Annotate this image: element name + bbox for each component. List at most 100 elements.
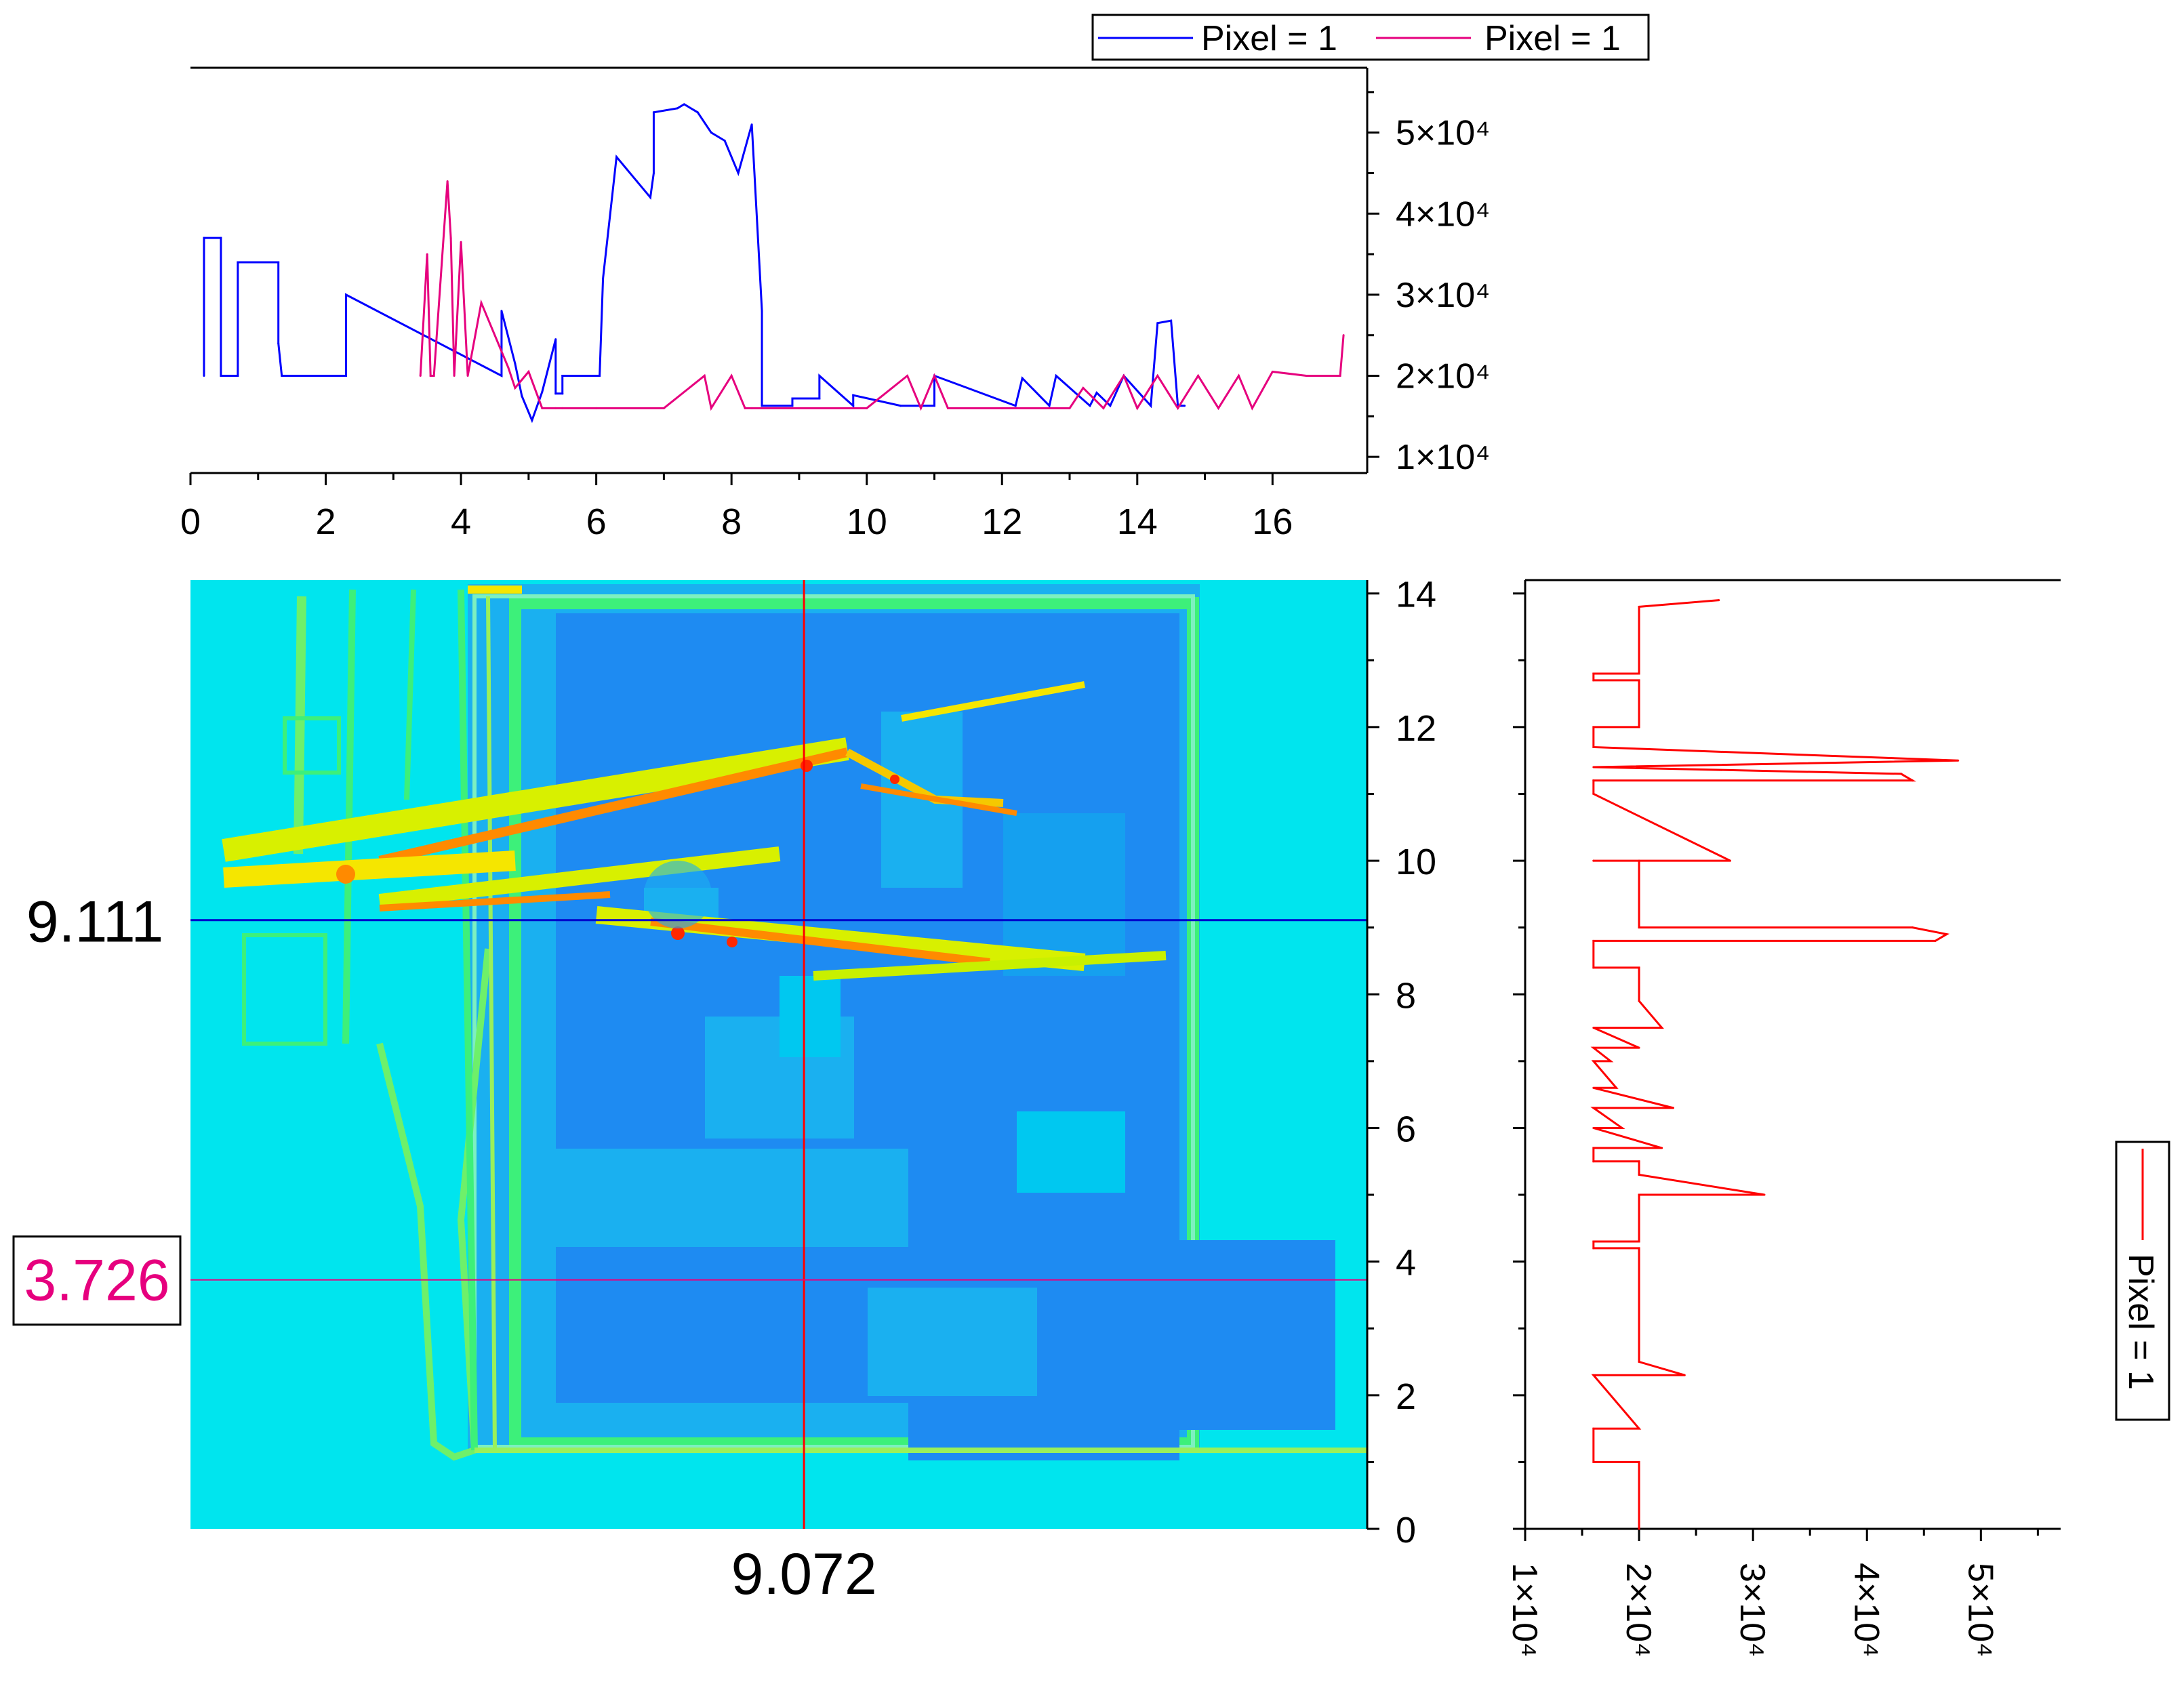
map-beam-1 [222, 737, 849, 862]
right-series-point [1592, 779, 1595, 782]
top-series-point [683, 103, 685, 106]
top-series-point [446, 180, 449, 182]
right-series-point [1638, 1361, 1640, 1363]
top-series-point [1150, 405, 1152, 407]
right-series-point [1592, 1460, 1595, 1463]
top-series-point [1177, 407, 1179, 409]
map-beam-3 [378, 846, 781, 909]
top-x-tick-label: 4 [451, 501, 471, 542]
top-series-point [466, 374, 469, 377]
right-series-point [1592, 1126, 1595, 1129]
map-y-tick-label: 4 [1396, 1243, 1416, 1284]
right-series-point [1683, 1374, 1686, 1376]
top-series-point [521, 394, 523, 397]
map-hotspot-3 [801, 760, 813, 772]
top-series-point [696, 111, 699, 114]
right-series-point [1621, 1126, 1623, 1129]
top-series-point [1237, 374, 1240, 377]
right-series-point [1638, 1527, 1640, 1530]
top-series-point [1271, 371, 1274, 373]
right-series-point [1592, 679, 1595, 682]
map-left-rail [458, 589, 478, 1451]
top-legend-label-magenta: Pixel = 1 [1484, 19, 1621, 58]
top-series-point [514, 363, 517, 365]
right-series-point [1592, 1086, 1595, 1089]
top-series-point [710, 407, 712, 409]
top-x-tick-label: 12 [982, 501, 1022, 542]
top-series-line-blue [203, 103, 1185, 424]
top-series-point [419, 374, 422, 377]
top-legend-label-blue: Pixel = 1 [1201, 19, 1337, 58]
map-beam-2 [223, 850, 516, 888]
top-series-point [281, 374, 283, 377]
right-series-point [1661, 1147, 1663, 1149]
top-x-tick-label: 10 [847, 501, 887, 542]
top-series-point [1123, 374, 1125, 377]
map-y-tick-label: 0 [1396, 1510, 1416, 1551]
top-series-point [1014, 405, 1017, 407]
top-series-point [507, 367, 510, 369]
map-patch-6 [780, 976, 841, 1057]
top-series-point [1048, 405, 1051, 407]
map-interior-dark-c [556, 1247, 908, 1403]
right-series-point [1638, 726, 1640, 729]
map-beam-8 [860, 783, 1017, 816]
top-series-point [1082, 386, 1085, 389]
map-y-tick-label: 14 [1396, 575, 1436, 615]
right-series-point [1638, 926, 1640, 929]
right-series-point [1609, 1060, 1612, 1063]
map-patch-4 [868, 1288, 1037, 1396]
map-hotspot-5 [336, 865, 355, 884]
top-series-point [1197, 374, 1200, 377]
right-series-point [1911, 926, 1914, 929]
right-series-line [1590, 599, 1958, 1529]
top-series-point [1095, 392, 1098, 394]
top-series-point [426, 253, 428, 255]
top-panel-series [203, 103, 1345, 424]
top-y-tick-label: 1×10⁴ [1396, 438, 1490, 477]
right-series-point [1763, 1193, 1766, 1196]
top-series-point [615, 156, 618, 159]
top-series-point [730, 374, 733, 377]
map-patch-8 [556, 1166, 908, 1240]
right-series-point [1729, 859, 1732, 862]
top-series-point [1136, 407, 1139, 409]
map-beam-4-core [650, 918, 990, 966]
top-series-point [1156, 374, 1159, 377]
top-series-point [791, 405, 794, 407]
map-interior-dark-d [1179, 1240, 1335, 1430]
top-series-point [344, 374, 347, 377]
top-series-point [818, 397, 821, 400]
right-series-point [1638, 1460, 1640, 1463]
right-legend: Pixel = 1 [2115, 1141, 2170, 1421]
top-series-point [527, 371, 530, 373]
top-series-point [453, 374, 456, 377]
map-left-box-2 [283, 716, 341, 775]
top-series-point [933, 374, 935, 377]
top-series-point [1156, 322, 1159, 325]
right-series-point [1638, 1193, 1640, 1196]
top-series-point [561, 392, 564, 395]
right-series-point [1934, 939, 1937, 942]
top-series-point [602, 277, 605, 280]
map-hotspot-1 [671, 926, 685, 940]
map-y-tick-label: 8 [1396, 975, 1416, 1016]
top-series-point [1251, 407, 1253, 409]
right-series-point [1592, 766, 1595, 768]
right-panel-series [1590, 599, 1960, 1530]
map-beam-3-core [379, 891, 611, 911]
right-series-point [1957, 759, 1960, 762]
top-series-point [237, 374, 239, 377]
top-series-point [220, 374, 222, 377]
map-left-pole-1 [342, 589, 356, 1044]
right-panel-x-ticks: 1×10⁴ 2×10⁴ 3×10⁴ 4×10⁴ 5×10⁴ [1505, 1529, 2039, 1657]
map-y-ticks: 0 2 4 6 8 10 12 14 [1366, 575, 1436, 1551]
top-x-tick-label: 6 [586, 501, 607, 542]
top-series-point [866, 407, 868, 409]
right-series-point [1638, 679, 1640, 682]
top-x-tick-label: 0 [180, 501, 201, 542]
top-series-point [203, 374, 205, 377]
right-series-point [1592, 745, 1595, 748]
top-series-point [652, 111, 655, 114]
top-series-point [1170, 319, 1173, 322]
